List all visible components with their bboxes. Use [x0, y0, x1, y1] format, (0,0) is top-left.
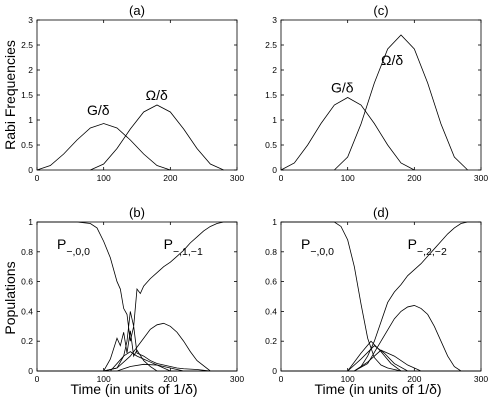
- ytick-label: 1: [28, 217, 33, 227]
- annotation-text: P: [301, 236, 310, 252]
- series-line-d-1: [281, 221, 481, 372]
- ytick-label: 1.5: [265, 90, 277, 100]
- ytick-label: 0.2: [21, 336, 33, 346]
- annotation-subscript: −,1,−1: [173, 246, 203, 258]
- annotation-c-0: G/δ: [331, 80, 354, 96]
- panel-c: (c) 0 100 200 300 0 0.5 1 1.5 2 2.5 3 G/δ Ω/δ: [265, 3, 488, 183]
- panel-label-a: (a): [129, 3, 145, 18]
- series-line-b-3: [37, 330, 237, 372]
- series-line-b-2: [37, 322, 237, 372]
- annotation-text: G/δ: [331, 80, 354, 96]
- series-line-b-1: [37, 221, 237, 372]
- axes-frame-d: [280, 221, 482, 372]
- annotation-a-1: Ω/δ: [146, 87, 168, 103]
- ytick-label: 2: [28, 65, 33, 75]
- annotation-subscript: −,0,0: [310, 246, 334, 258]
- series-line-d-3: [281, 340, 481, 372]
- ytick-label: 0: [272, 165, 277, 175]
- ytick-label: 0.4: [21, 306, 33, 316]
- ytick-label: 2.5: [265, 40, 277, 50]
- axes-frame-c: [280, 19, 482, 171]
- xtick-label: 300: [230, 173, 244, 183]
- annotation-text: P: [57, 236, 66, 252]
- xtick-label: 100: [341, 173, 355, 183]
- xlabel-right: Time (in units of 1/δ): [314, 381, 441, 397]
- ytick-label: 0.4: [265, 306, 277, 316]
- xtick-label: 0: [279, 173, 284, 183]
- xtick-label: 100: [97, 374, 111, 384]
- xlabel-left: Time (in units of 1/δ): [70, 381, 197, 397]
- series-line-b-4: [37, 351, 237, 372]
- annotation-text: P: [408, 236, 417, 252]
- xtick-label: 200: [407, 374, 421, 384]
- ytick-label: 1: [272, 217, 277, 227]
- ytick-label: 0.6: [265, 277, 277, 287]
- xtick-label: 100: [97, 173, 111, 183]
- annotation-d-0: P−,0,0: [301, 236, 334, 258]
- xtick-label: 0: [35, 173, 40, 183]
- series-line-d-4: [281, 345, 481, 372]
- xtick-label: 200: [407, 173, 421, 183]
- xtick-label: 300: [474, 173, 488, 183]
- xtick-label: 200: [163, 374, 177, 384]
- series-line-d-5: [281, 349, 481, 372]
- xtick-label: 0: [279, 374, 284, 384]
- ytick-label: 0.8: [265, 247, 277, 257]
- panel-label-c: (c): [373, 3, 388, 18]
- series-line-a-1: [90, 104, 224, 171]
- ytick-label: 0: [28, 366, 33, 376]
- ytick-label: 1: [28, 115, 33, 125]
- axes-frame-b: [36, 221, 238, 372]
- annotation-text: P: [164, 236, 173, 252]
- xtick-label: 300: [474, 374, 488, 384]
- annotation-text: Ω/δ: [146, 87, 168, 103]
- xtick-label: 0: [35, 374, 40, 384]
- ylabel-top: Rabi Frequencies: [2, 40, 18, 150]
- ylabel-bottom: Populations: [2, 261, 18, 334]
- ytick-label: 0: [28, 165, 33, 175]
- panel-label-b: (b): [129, 205, 145, 220]
- ytick-label: 0.6: [21, 277, 33, 287]
- series-line-c-0: [280, 97, 415, 171]
- ytick-label: 0.8: [21, 247, 33, 257]
- ytick-label: 0: [272, 366, 277, 376]
- series-line-d-2: [281, 305, 481, 372]
- series-line-a-0: [36, 123, 171, 171]
- annotation-b-1: P−,1,−1: [164, 236, 203, 258]
- xtick-label: 300: [230, 374, 244, 384]
- ytick-label: 3: [272, 15, 277, 25]
- annotation-subscript: −,0,0: [66, 246, 90, 258]
- xtick-label: 200: [163, 173, 177, 183]
- ytick-label: 0.2: [265, 336, 277, 346]
- annotation-text: G/δ: [87, 102, 110, 118]
- ytick-label: 0.5: [265, 140, 277, 150]
- ytick-label: 2.5: [21, 40, 33, 50]
- panel-label-d: (d): [373, 205, 389, 220]
- annotation-subscript: −,2,−2: [417, 246, 447, 258]
- series-line-b-5: [37, 363, 237, 372]
- annotation-a-0: G/δ: [87, 102, 110, 118]
- ytick-label: 1: [272, 115, 277, 125]
- panel-a: (a) 0 100 200 300 0 0.5 1 1.5 2 2.5 3 G/δ Ω/δ: [21, 3, 244, 183]
- annotation-d-1: P−,2,−2: [408, 236, 447, 258]
- annotation-c-1: Ω/δ: [381, 52, 403, 68]
- ytick-label: 1.5: [21, 90, 33, 100]
- xtick-label: 100: [341, 374, 355, 384]
- annotation-text: Ω/δ: [381, 52, 403, 68]
- ytick-label: 3: [28, 15, 33, 25]
- annotation-b-0: P−,0,0: [57, 236, 90, 258]
- series-line-b-0: [37, 221, 237, 372]
- ytick-label: 2: [272, 65, 277, 75]
- series-line-c-1: [334, 34, 468, 171]
- ytick-label: 0.5: [21, 140, 33, 150]
- series-line-d-0: [281, 221, 481, 372]
